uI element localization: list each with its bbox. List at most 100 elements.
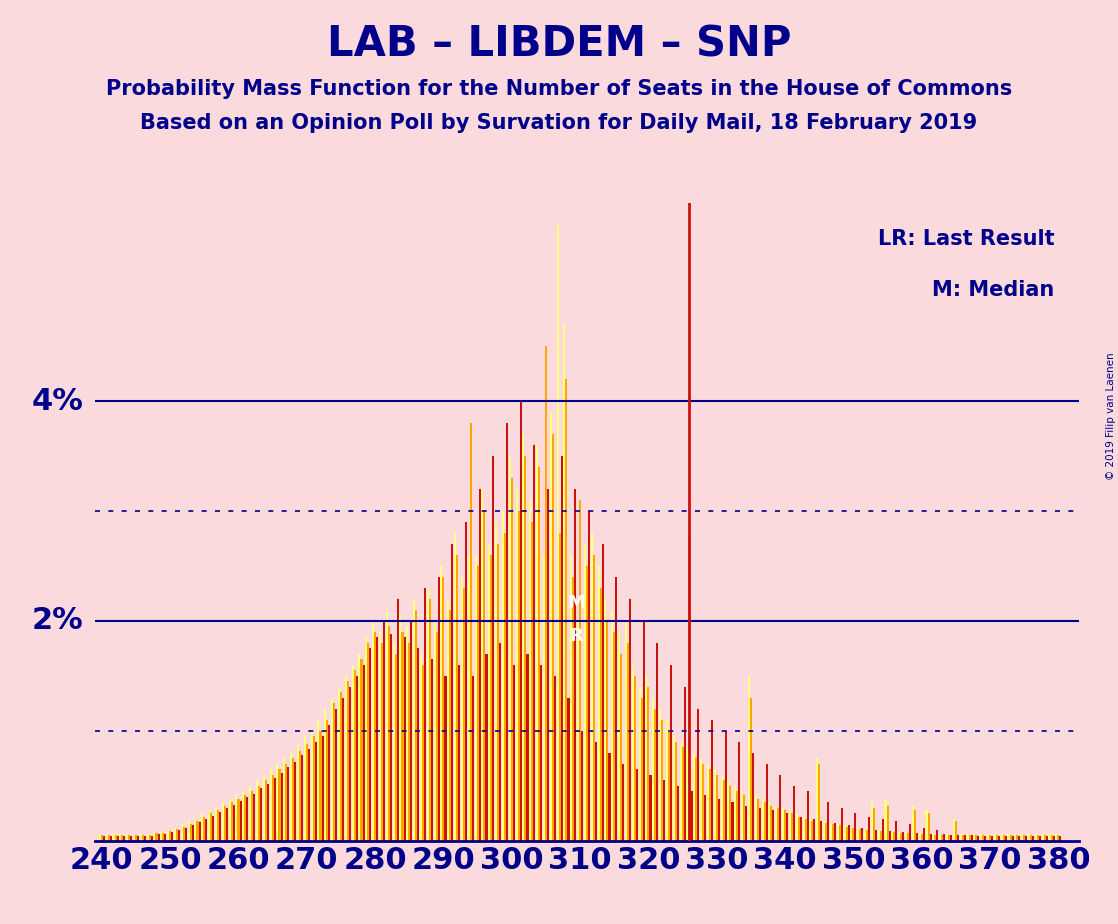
Bar — [593, 555, 595, 841]
Bar — [504, 533, 506, 841]
Bar — [693, 753, 695, 841]
Bar — [1012, 836, 1014, 841]
Bar — [274, 778, 276, 841]
Bar — [420, 654, 421, 841]
Text: 2%: 2% — [32, 606, 84, 636]
Bar — [880, 831, 882, 841]
Bar — [263, 775, 265, 841]
Bar — [527, 654, 529, 841]
Bar — [816, 759, 818, 841]
Bar — [260, 788, 262, 841]
Bar — [682, 748, 683, 841]
Bar — [634, 676, 636, 841]
Bar — [612, 610, 614, 841]
Bar — [836, 824, 838, 841]
Bar — [789, 810, 790, 841]
Bar — [408, 643, 410, 841]
Bar — [290, 750, 292, 841]
Bar — [1030, 835, 1032, 841]
Bar — [362, 665, 364, 841]
Bar — [463, 588, 465, 841]
Bar — [208, 810, 210, 841]
Bar — [745, 806, 747, 841]
Bar — [520, 401, 522, 841]
Bar — [158, 834, 160, 841]
Bar — [197, 821, 199, 841]
Bar — [342, 698, 344, 841]
Bar — [427, 588, 429, 841]
Bar — [577, 621, 579, 841]
Bar — [937, 830, 938, 841]
Bar — [729, 786, 731, 841]
Bar — [898, 832, 900, 841]
Bar — [203, 817, 206, 841]
Bar — [698, 709, 700, 841]
Bar — [252, 791, 253, 841]
Bar — [485, 654, 487, 841]
Bar — [1005, 836, 1007, 841]
Bar — [395, 654, 397, 841]
Bar — [101, 835, 103, 841]
Bar — [843, 825, 845, 841]
Bar — [212, 816, 215, 841]
Bar — [735, 786, 737, 841]
Bar — [608, 753, 610, 841]
Bar — [401, 632, 404, 841]
Bar — [866, 830, 868, 841]
Text: Based on an Opinion Poll by Survation for Daily Mail, 18 February 2019: Based on an Opinion Poll by Survation fo… — [141, 113, 977, 133]
Bar — [659, 709, 661, 841]
Bar — [306, 744, 307, 841]
Bar — [126, 834, 129, 841]
Bar — [191, 825, 193, 841]
Bar — [233, 805, 235, 841]
Bar — [454, 533, 456, 841]
Bar — [860, 829, 861, 841]
Bar — [998, 836, 999, 841]
Bar — [461, 577, 463, 841]
Bar — [429, 599, 430, 841]
Bar — [832, 824, 834, 841]
Bar — [645, 676, 647, 841]
Bar — [680, 742, 682, 841]
Bar — [720, 775, 722, 841]
Bar — [823, 821, 825, 841]
Bar — [249, 786, 252, 841]
Bar — [654, 709, 656, 841]
Bar — [961, 835, 964, 841]
Bar — [755, 795, 757, 841]
Bar — [379, 632, 381, 841]
Bar — [329, 725, 331, 841]
Bar — [353, 671, 356, 841]
Bar — [472, 676, 474, 841]
Bar — [171, 832, 173, 841]
Bar — [663, 781, 665, 841]
Bar — [243, 791, 245, 841]
Bar — [775, 806, 777, 841]
Bar — [110, 836, 112, 841]
Bar — [522, 434, 524, 841]
Bar — [572, 577, 575, 841]
Bar — [691, 791, 692, 841]
Bar — [413, 599, 415, 841]
Bar — [702, 764, 704, 841]
Bar — [873, 808, 875, 841]
Bar — [366, 638, 368, 841]
Bar — [129, 835, 130, 841]
Bar — [891, 831, 893, 841]
Bar — [287, 767, 290, 841]
Bar — [155, 833, 158, 841]
Bar — [276, 764, 278, 841]
Bar — [1044, 835, 1045, 841]
Bar — [922, 828, 925, 841]
Bar — [1036, 835, 1039, 841]
Bar — [383, 621, 385, 841]
Bar — [560, 456, 562, 841]
Bar — [372, 621, 375, 841]
Bar — [845, 827, 847, 841]
Bar — [996, 835, 998, 841]
Bar — [926, 810, 928, 841]
Bar — [854, 813, 856, 841]
Bar — [397, 599, 399, 841]
Bar — [586, 566, 588, 841]
Bar — [239, 801, 241, 841]
